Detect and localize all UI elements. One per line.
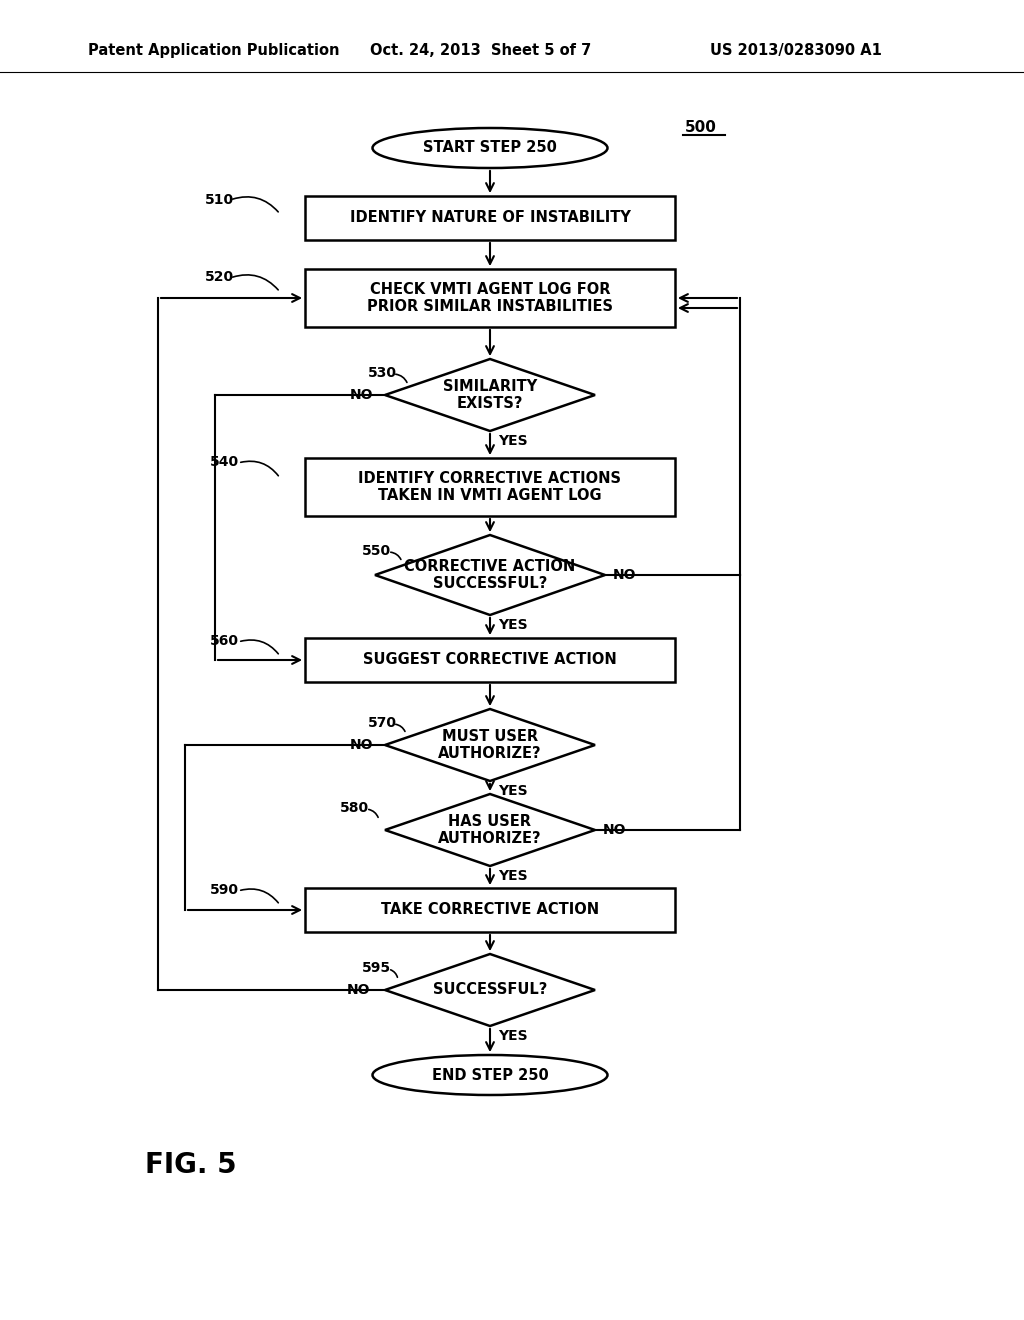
Text: 520: 520: [205, 271, 234, 284]
Text: 510: 510: [205, 193, 234, 207]
Text: NO: NO: [603, 822, 627, 837]
Text: 590: 590: [210, 883, 239, 898]
Text: IDENTIFY CORRECTIVE ACTIONS
TAKEN IN VMTI AGENT LOG: IDENTIFY CORRECTIVE ACTIONS TAKEN IN VMT…: [358, 471, 622, 503]
Text: 530: 530: [368, 366, 397, 380]
Text: 500: 500: [685, 120, 717, 136]
Text: NO: NO: [347, 983, 371, 997]
Text: SUCCESSFUL?: SUCCESSFUL?: [433, 982, 547, 998]
Text: Oct. 24, 2013  Sheet 5 of 7: Oct. 24, 2013 Sheet 5 of 7: [370, 44, 591, 58]
Text: YES: YES: [498, 1030, 527, 1043]
Text: YES: YES: [498, 784, 527, 799]
Text: FIG. 5: FIG. 5: [145, 1151, 237, 1179]
Text: NO: NO: [350, 738, 374, 752]
Text: 560: 560: [210, 634, 239, 648]
Text: Patent Application Publication: Patent Application Publication: [88, 44, 340, 58]
Text: START STEP 250: START STEP 250: [423, 140, 557, 156]
Text: 595: 595: [362, 961, 391, 975]
Text: IDENTIFY NATURE OF INSTABILITY: IDENTIFY NATURE OF INSTABILITY: [349, 210, 631, 226]
Text: 570: 570: [368, 715, 397, 730]
Text: US 2013/0283090 A1: US 2013/0283090 A1: [710, 44, 882, 58]
Text: MUST USER
AUTHORIZE?: MUST USER AUTHORIZE?: [438, 729, 542, 762]
Text: TAKE CORRECTIVE ACTION: TAKE CORRECTIVE ACTION: [381, 903, 599, 917]
Text: YES: YES: [498, 618, 527, 632]
Text: END STEP 250: END STEP 250: [432, 1068, 549, 1082]
Text: 540: 540: [210, 455, 240, 469]
Text: 550: 550: [362, 544, 391, 558]
Text: YES: YES: [498, 869, 527, 883]
Text: NO: NO: [613, 568, 637, 582]
Text: SUGGEST CORRECTIVE ACTION: SUGGEST CORRECTIVE ACTION: [364, 652, 616, 668]
Text: HAS USER
AUTHORIZE?: HAS USER AUTHORIZE?: [438, 814, 542, 846]
Text: CHECK VMTI AGENT LOG FOR
PRIOR SIMILAR INSTABILITIES: CHECK VMTI AGENT LOG FOR PRIOR SIMILAR I…: [367, 281, 613, 314]
Text: YES: YES: [498, 434, 527, 447]
Text: NO: NO: [350, 388, 374, 403]
Text: SIMILARITY
EXISTS?: SIMILARITY EXISTS?: [442, 379, 538, 412]
Text: CORRECTIVE ACTION
SUCCESSFUL?: CORRECTIVE ACTION SUCCESSFUL?: [404, 558, 575, 591]
Text: 580: 580: [340, 801, 369, 814]
